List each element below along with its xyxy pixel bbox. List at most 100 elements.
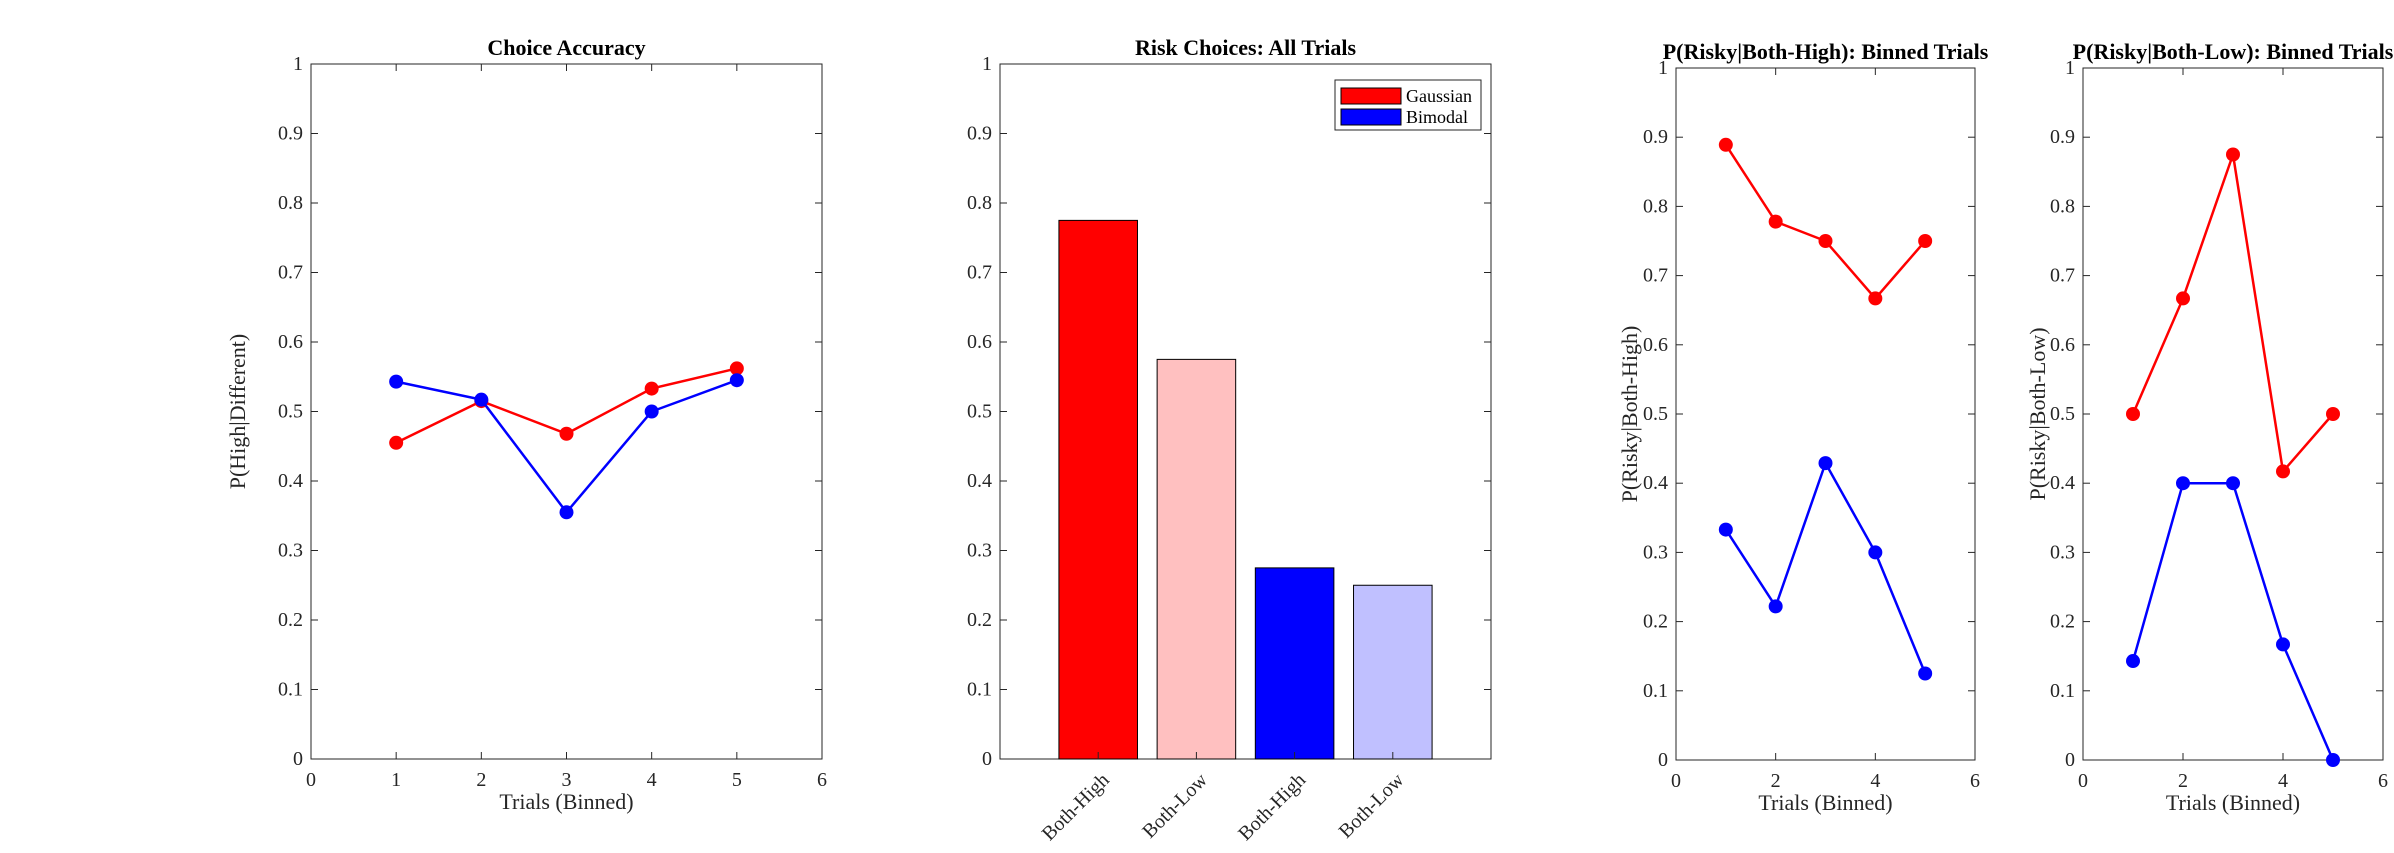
y-tick-label: 0.5 [2050, 403, 2075, 425]
x-tick-label: 6 [817, 769, 827, 791]
y-tick-label: 0 [982, 748, 992, 770]
series-1-point [1718, 137, 1733, 152]
bar [1254, 567, 1335, 760]
y-tick-label: 0.9 [967, 123, 992, 145]
series-1-point [1768, 214, 1783, 229]
x-tick-label: 5 [732, 769, 742, 791]
y-tick-label: 0.7 [1643, 265, 1668, 287]
y-tick-label: 0.3 [967, 540, 992, 562]
chart-title: Risk Choices: All Trials [1135, 35, 1356, 60]
y-tick-label: 0.8 [1643, 195, 1668, 217]
legend-label: Bimodal [1406, 107, 1468, 127]
x-tick-label: 3 [562, 769, 572, 791]
x-tick-label: 4 [1870, 770, 1880, 792]
y-tick-label: 0.8 [278, 192, 303, 214]
series-1-point [644, 381, 659, 396]
y-tick-label: 0.5 [967, 401, 992, 423]
y-tick-label: 0.4 [278, 470, 303, 492]
y-tick-label: 0.4 [2050, 472, 2075, 494]
y-tick-label: 0.3 [278, 540, 303, 562]
series-2-point [1818, 456, 1833, 471]
y-tick-label: 0.3 [2050, 541, 2075, 563]
y-tick-label: 0.7 [278, 262, 303, 284]
series-2-line [2131, 481, 2335, 761]
y-tick-label: 0.1 [2050, 680, 2075, 702]
y-tick-label: 0.9 [278, 123, 303, 145]
y-tick-label: 0.9 [2050, 126, 2075, 148]
x-tick-label: 2 [476, 769, 486, 791]
y-tick-label: 0.8 [967, 192, 992, 214]
chart-title: P(Risky|Both-High): Binned Trials [1663, 39, 1989, 64]
chart-1: 0 0.1 0.2 0.3 0.4 0.5 0.6 0.7 0.8 0.9 1 Choice Accu… [225, 35, 827, 814]
y-tick-label: 0.6 [278, 331, 303, 353]
y-tick-label: 0.1 [278, 679, 303, 701]
x-tick-label: 4 [2278, 770, 2288, 792]
series-2-point [644, 404, 659, 419]
series-2-point [2176, 476, 2190, 491]
chart-3: 00.10.20.30.40.50.60.70.80.91P(Risky|Bot… [1617, 39, 1989, 815]
series-2-point [1918, 666, 1933, 681]
legend-swatch [1340, 87, 1402, 105]
y-tick-label: 0.7 [2050, 265, 2075, 287]
x-tick-label: 4 [647, 769, 657, 791]
series-2-line [1724, 460, 1927, 674]
y-tick-label: 0.5 [1643, 403, 1668, 425]
y-tick-label: 0.6 [1643, 334, 1668, 356]
x-axis-label: Trials (Binned) [499, 789, 633, 814]
axes-box [1675, 67, 1976, 761]
series-1-line [2131, 154, 2334, 475]
y-tick-label: 1 [293, 53, 303, 75]
series-2-point [1768, 599, 1783, 614]
y-tick-label: 0.4 [967, 470, 992, 492]
chart-title: P(Risky|Both-Low): Binned Trials [2073, 39, 2394, 64]
x-tick-label: 6 [2378, 770, 2388, 792]
series-1-point [729, 361, 744, 376]
y-tick-label: 0.7 [967, 262, 992, 284]
series-2-line [395, 379, 738, 515]
x-tick-label: 1 [391, 769, 401, 791]
series-2-point [729, 373, 744, 388]
series-2-point [1718, 522, 1733, 537]
series-1-point [2176, 291, 2190, 306]
legend-swatch [1340, 108, 1402, 126]
series-2-point [2126, 654, 2140, 669]
series-2-point [1868, 545, 1883, 560]
y-tick-label: 0.2 [278, 609, 303, 631]
chart-2: 0 0.1 0.2 0.3 0.4 0.5 0.6 0.7 0.8 0.9 1 Risk Choice… [967, 35, 1492, 845]
y-tick-label: 1 [1658, 57, 1668, 79]
series-2-point [2326, 753, 2340, 767]
x-tick-label: Both-High [1234, 769, 1310, 845]
y-tick-label: 0.2 [967, 609, 992, 631]
series-1-point [2226, 147, 2240, 162]
series-1-point [1918, 234, 1933, 248]
y-tick-label: 0.2 [1643, 611, 1668, 633]
chart-title: Choice Accuracy [487, 35, 645, 60]
x-axis-label: Trials (Binned) [1758, 790, 1892, 815]
axes-box [310, 63, 823, 760]
series-2-point [389, 374, 404, 389]
series-1-point [389, 435, 404, 450]
y-tick-label: 0 [1658, 749, 1668, 771]
y-tick-label: 0.3 [1643, 541, 1668, 563]
x-tick-label: 0 [306, 769, 316, 791]
series-2-point [474, 392, 489, 407]
series-1-point [2126, 407, 2140, 421]
series-2-point [2276, 637, 2290, 652]
series-1-point [2276, 464, 2290, 479]
y-tick-label: 0.6 [967, 331, 992, 353]
y-tick-label: 0.8 [2050, 195, 2075, 217]
y-tick-label: 0.1 [967, 679, 992, 701]
bar [1156, 358, 1237, 760]
bar [1058, 219, 1138, 760]
y-tick-label: 1 [2065, 57, 2075, 79]
y-tick-label: 0.6 [2050, 334, 2075, 356]
y-tick-label: 0.1 [1643, 680, 1668, 702]
series-2-point [559, 505, 574, 520]
series-2-point [2226, 476, 2240, 491]
x-tick-label: 2 [1771, 770, 1781, 792]
y-tick-label: 0.4 [1643, 472, 1668, 494]
series-1-line [1724, 144, 1927, 301]
chart-4: 00.10.20.30.40.50.60.70.80.91P(Risky|Bot… [2025, 39, 2394, 815]
